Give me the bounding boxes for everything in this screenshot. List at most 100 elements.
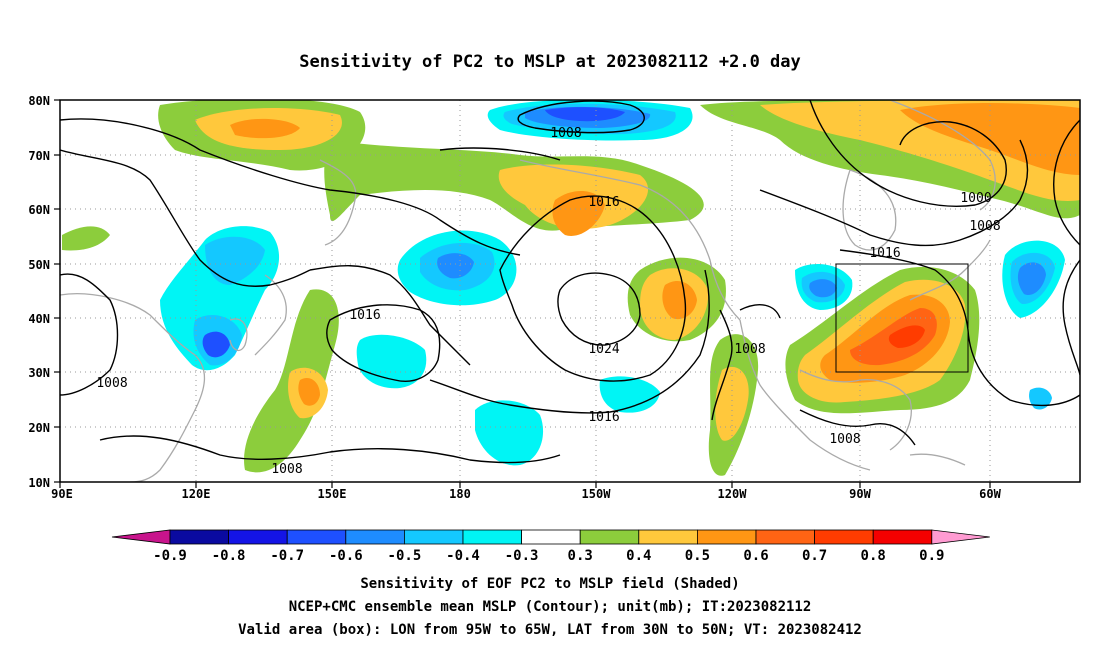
positive-core-gulf-alaska-inner xyxy=(662,280,697,320)
colorbar-segment xyxy=(345,529,405,545)
colorbar-label: 0.4 xyxy=(626,548,651,564)
colorbar-label: 0.9 xyxy=(919,548,944,564)
lon-tick-label: 150E xyxy=(318,487,347,501)
lat-tick-label: 10N xyxy=(28,476,50,490)
coastline-gulf xyxy=(799,369,912,451)
contour-label: 1024 xyxy=(588,342,619,357)
contour-line xyxy=(60,118,521,256)
latitude-labels: 80N 70N 60N 50N 40N 30N 20N 10N xyxy=(28,94,50,490)
colorbar-label: -0.8 xyxy=(212,548,246,564)
colorbar-segment xyxy=(462,529,522,545)
contour-line xyxy=(557,272,641,346)
colorbar-label: 0.8 xyxy=(861,548,886,564)
coastline-us-east xyxy=(909,239,991,301)
contour-line xyxy=(429,269,710,414)
map-panel: 1008 1016 1000 1008 1016 1016 1024 1008 … xyxy=(28,94,1081,501)
colorbar-segment xyxy=(286,529,347,545)
colorbar-label: -0.4 xyxy=(446,548,480,564)
contour-label: 1008 xyxy=(271,462,302,477)
map-frame xyxy=(59,99,1081,483)
negative-region-pacific-north-core xyxy=(437,253,474,279)
lon-tick-label: 180 xyxy=(449,487,471,501)
colorbar-segment xyxy=(638,529,698,545)
valid-area-box xyxy=(835,263,969,373)
negative-region-china-mid xyxy=(205,236,265,285)
positive-core-arctic-inner xyxy=(230,118,300,139)
contour-line xyxy=(759,139,1029,247)
colorbar-segment xyxy=(814,529,874,545)
tick-marks xyxy=(54,99,991,488)
coastline-hudson xyxy=(842,169,897,251)
caption: Sensitivity of EOF PC2 to MSLP field (Sh… xyxy=(238,576,862,638)
caption-line-1: Sensitivity of EOF PC2 to MSLP field (Sh… xyxy=(360,576,739,592)
positive-core-canada-inner xyxy=(900,103,1080,175)
coastline-asia-east xyxy=(60,293,206,482)
lon-tick-label: 150W xyxy=(582,487,612,501)
contour-line xyxy=(439,147,561,161)
coastline-japan xyxy=(254,274,287,356)
lat-tick-label: 70N xyxy=(28,149,50,163)
colorbar-low-extension xyxy=(111,529,171,545)
contour-labels: 1008 1016 1000 1008 1016 1016 1024 1008 … xyxy=(96,126,1000,477)
colorbar-segment xyxy=(697,529,757,545)
contour-line xyxy=(309,265,471,366)
colorbar: -0.9 -0.8 -0.7 -0.6 -0.5 -0.4 -0.3 0.3 0.4 0.5 0.6… xyxy=(111,529,990,564)
contour-line xyxy=(60,273,119,396)
coastline-caribbean xyxy=(909,453,966,466)
lat-tick-label: 50N xyxy=(28,258,50,272)
caption-line-2: NCEP+CMC ensemble mean MSLP (Contour); u… xyxy=(289,599,812,615)
contour-line xyxy=(799,409,916,446)
positive-core-us-east-max xyxy=(888,325,925,348)
lat-tick-label: 20N xyxy=(28,421,50,435)
contour-label: 1008 xyxy=(96,376,127,391)
negative-region-canada-core xyxy=(809,279,837,298)
colorbar-segment xyxy=(228,529,288,545)
contour-label: 1016 xyxy=(588,410,619,425)
colorbar-label: 0.5 xyxy=(685,548,710,564)
colorbar-label: -0.9 xyxy=(153,548,187,564)
contour-label: 1008 xyxy=(550,126,581,141)
contour-line xyxy=(1053,119,1080,246)
colorbar-label: -0.5 xyxy=(388,548,422,564)
lat-tick-label: 40N xyxy=(28,312,50,326)
colorbar-label: 0.3 xyxy=(568,548,593,564)
lat-tick-label: 60N xyxy=(28,203,50,217)
lon-tick-label: 90W xyxy=(849,487,871,501)
contour-label: 1008 xyxy=(734,342,765,357)
mslp-contours xyxy=(60,100,1080,464)
colorbar-segment xyxy=(755,529,815,545)
negative-region-arctic-core xyxy=(545,107,625,122)
contour-line xyxy=(711,309,733,421)
negative-region-pacific-east xyxy=(599,376,660,413)
colorbar-high-extension xyxy=(931,529,990,545)
colorbar-label: 0.6 xyxy=(743,548,768,564)
negative-region-atlantic-south xyxy=(1029,387,1052,410)
caption-line-3: Valid area (box): LON from 95W to 65W, L… xyxy=(238,622,862,638)
lon-tick-label: 120W xyxy=(718,487,748,501)
lat-tick-label: 80N xyxy=(28,94,50,108)
contour-label: 1016 xyxy=(869,246,900,261)
colorbar-segment xyxy=(521,529,581,545)
contour-line xyxy=(739,304,781,319)
contour-label: 1016 xyxy=(588,195,619,210)
negative-region-atlantic-core xyxy=(1017,262,1046,296)
colorbar-label: -0.7 xyxy=(270,548,304,564)
colorbar-segment xyxy=(872,529,933,545)
colorbar-label: 0.7 xyxy=(802,548,827,564)
lon-tick-label: 120E xyxy=(182,487,211,501)
negative-region-korea-core xyxy=(202,331,230,358)
contour-line xyxy=(809,100,1007,207)
coastline-kamchatka xyxy=(319,159,357,246)
colorbar-segment xyxy=(579,529,640,545)
coastline-greenland xyxy=(889,100,996,211)
lon-tick-label: 60W xyxy=(979,487,1001,501)
colorbar-label: -0.3 xyxy=(505,548,539,564)
contour-label: 1008 xyxy=(969,219,1000,234)
coastline-korea xyxy=(229,318,248,352)
lat-tick-label: 30N xyxy=(28,366,50,380)
negative-region-pacific-south xyxy=(475,400,544,466)
coastline-north-america-west xyxy=(739,319,871,471)
positive-core-japan-inner xyxy=(298,377,320,406)
coastline-alaska xyxy=(519,159,741,321)
